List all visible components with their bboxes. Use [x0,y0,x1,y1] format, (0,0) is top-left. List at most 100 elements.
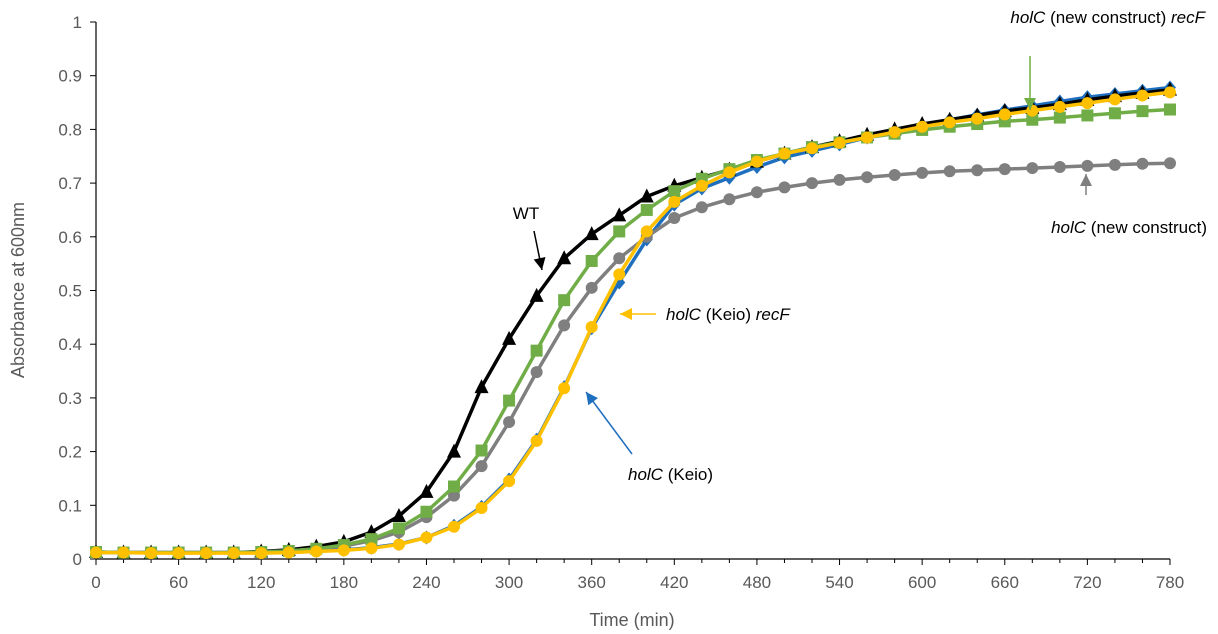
data-point-wt [502,330,517,345]
series-new_recf [90,103,1176,559]
data-point-new [888,169,901,182]
annotation-arrowhead [1080,174,1092,186]
data-point-new [1108,158,1121,171]
axes: 0 0.1 0.2 0.3 0.4 0.5 0.6 0.7 0.8 0.9 1 0 60 120 180 24… [58,13,1184,592]
data-point-new [861,171,874,184]
data-point-wt [584,226,599,241]
data-point-keio_recf [255,547,268,560]
x-tick-label: 240 [412,573,440,592]
data-point-new [695,201,708,214]
data-point-new [1164,157,1176,170]
data-point-keio_recf [172,547,185,560]
data-point-keio_recf [117,546,130,559]
series-line-new_recf [95,107,1171,555]
data-point-new_recf [640,203,653,216]
data-point-keio_recf [1108,93,1121,106]
y-tick-label: 0.8 [58,120,82,139]
data-point-keio_recf [530,434,543,447]
data-point-new [723,193,736,206]
data-point-new [558,319,571,332]
data-point-new [971,164,984,177]
data-point-keio_recf [1081,97,1094,110]
data-point-new_recf [1108,107,1121,120]
data-point-new_recf [558,294,571,307]
annotation-wt: WT [513,204,546,271]
data-point-keio_recf [145,547,158,560]
data-point-new [585,281,598,294]
x-tick-label: 660 [991,573,1019,592]
data-point-wt [419,483,434,498]
data-point-keio_recf [1164,86,1176,99]
x-tick-label: 600 [908,573,936,592]
data-point-keio_recf [282,546,295,559]
annotation-keio: holC (Keio) [585,391,713,484]
data-point-keio_recf [723,166,736,179]
data-point-new_recf [420,505,433,518]
annotation-keio_recf: holC (Keio) recF [620,305,791,324]
series-wt [89,81,1177,559]
data-point-new [1026,162,1039,175]
data-point-keio_recf [998,108,1011,121]
data-point-keio_recf [337,544,350,557]
series-line-keio_recf [96,90,1171,555]
data-point-new [916,166,929,179]
data-point-wt [474,379,489,394]
data-point-new_recf [448,480,460,493]
data-point-keio_recf [558,382,571,395]
data-point-keio_recf [916,120,929,133]
data-point-keio_recf [1026,104,1039,117]
data-point-keio_recf [1136,89,1149,102]
data-point-new [668,212,681,225]
data-point-wt [612,207,627,222]
data-point-keio_recf [200,547,213,560]
data-point-keio_recf [1053,100,1066,113]
data-point-keio_recf [448,520,460,533]
data-point-new [475,460,488,473]
data-point-new_recf [1026,113,1039,126]
data-point-new_recf [1164,103,1176,116]
annotation-label: holC (new construct) recF [1010,8,1206,27]
data-point-new [750,186,763,199]
data-point-new_recf [475,444,488,457]
x-axis-title: Time (min) [589,610,674,630]
data-point-keio_recf [778,147,791,160]
data-point-keio_recf [833,136,846,149]
data-point-new_recf [585,254,598,267]
x-tick-label: 360 [578,573,606,592]
annotation-arrowhead [1024,98,1036,110]
data-point-new [778,181,791,194]
data-point-keio_recf [475,501,488,514]
data-point-keio_recf [365,542,378,555]
data-point-keio_recf [888,126,901,139]
y-tick-label: 1 [73,13,82,32]
data-point-keio_recf [861,131,874,144]
x-tick-label: 0 [91,573,100,592]
y-tick-label: 0.6 [58,228,82,247]
data-point-keio_recf [585,321,598,334]
data-point-new [833,173,846,186]
data-point-wt [447,443,461,458]
data-point-new [1053,160,1066,173]
y-tick-label: 0.7 [58,174,82,193]
annotation-new_recf: holC (new construct) recF [1010,8,1207,110]
annotation-label: holC (new construct) [1051,218,1207,237]
annotation-label: WT [513,204,539,223]
y-tick-label: 0.2 [58,443,82,462]
data-point-new_recf [530,344,543,357]
data-point-new [530,366,543,379]
annotation-layer: WT holC (new construct) recF holC (new con… [513,8,1207,484]
y-tick-label: 0.1 [58,496,82,515]
x-tick-label: 300 [495,573,523,592]
data-point-new_recf [365,533,378,546]
series-new [90,157,1176,559]
annotation-arrowhead [620,308,632,320]
y-tick-label: 0.5 [58,282,82,301]
data-point-wt [557,250,572,265]
data-point-wt [529,287,544,302]
data-point-new [943,165,956,178]
data-point-new [806,177,818,190]
series-keio [90,80,1176,560]
x-tick-label: 420 [660,573,688,592]
data-point-new [503,416,516,429]
data-point-wt [391,508,406,523]
